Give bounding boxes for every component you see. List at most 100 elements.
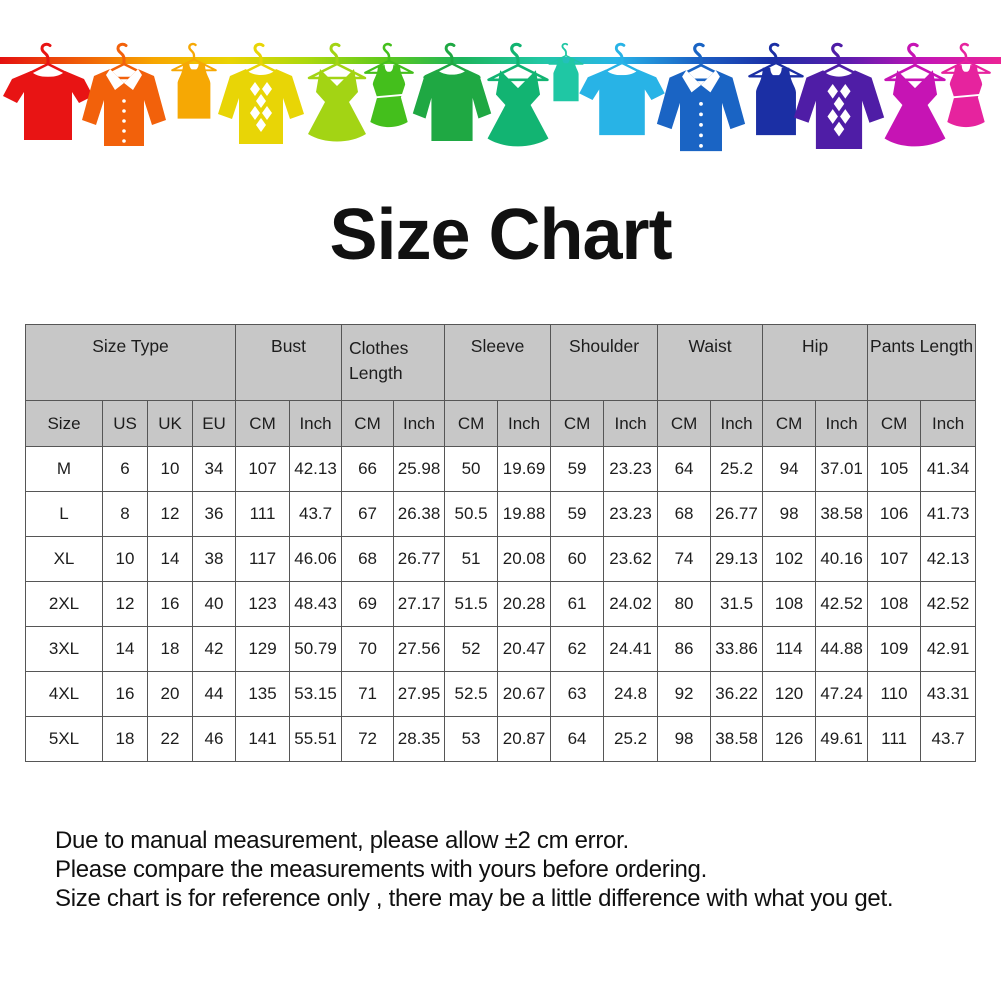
table-cell: 24.02: [603, 581, 659, 627]
column-header-inch: Inch: [289, 400, 343, 447]
column-group-pants-length: Pants Length: [867, 324, 977, 401]
column-header-cm: CM: [867, 400, 922, 447]
table-cell: 68: [341, 536, 395, 582]
table-cell: 55.51: [289, 716, 343, 762]
table-cell: 41.73: [920, 491, 977, 537]
table-cell: 27.56: [393, 626, 446, 672]
table-cell: 44: [191, 671, 237, 717]
table-cell: 41.34: [920, 446, 977, 492]
table-cell: 20.67: [497, 671, 552, 717]
table-cell: 10: [147, 446, 193, 492]
table-cell: 42.52: [920, 581, 977, 627]
table-cell: 43.31: [920, 671, 977, 717]
table-cell: 74: [657, 536, 712, 582]
column-header-cm: CM: [235, 400, 291, 447]
table-cell: XL: [25, 536, 103, 582]
table-cell: 43.7: [920, 716, 977, 762]
table-cell: 129: [235, 626, 291, 672]
column-header-cm: CM: [444, 400, 499, 447]
table-cell: 72: [341, 716, 395, 762]
table-cell: 114: [762, 626, 817, 672]
table-cell: 42.91: [920, 626, 977, 672]
table-cell: 23.62: [603, 536, 659, 582]
table-cell: 107: [867, 536, 922, 582]
table-cell: 52.5: [444, 671, 499, 717]
table-cell: 48.43: [289, 581, 343, 627]
size-chart-table: Size Type Bust Clothes Length Sleeve Shoulde…: [24, 324, 977, 762]
table-body: M 6 10 34 107 42.13 66 25.98 50 19.69 59 23.23 64 25.…: [25, 446, 977, 762]
table-cell: 98: [657, 716, 712, 762]
table-cell: 71: [341, 671, 395, 717]
table-cell: 33.86: [710, 626, 764, 672]
table-cell: 36: [191, 491, 237, 537]
table-cell: 22: [147, 716, 193, 762]
table-cell: 42: [191, 626, 237, 672]
table-cell: 141: [235, 716, 291, 762]
column-header-size: Size: [25, 400, 103, 447]
table-cell: 42.13: [920, 536, 977, 582]
table-cell: 120: [762, 671, 817, 717]
table-row: 5XL 18 22 46 141 55.51 72 28.35 53 20.87 64 25.2 98 3…: [25, 716, 977, 762]
table-cell: 36.22: [710, 671, 764, 717]
note-line: Please compare the measurements with you…: [55, 856, 707, 883]
table-cell: 37.01: [815, 446, 869, 492]
table-cell: 51: [444, 536, 499, 582]
column-header-inch: Inch: [393, 400, 446, 447]
table-cell: 86: [657, 626, 712, 672]
clothes-banner: [0, 42, 1001, 152]
table-cell: L: [25, 491, 103, 537]
column-group-clothes-length: Clothes Length: [341, 324, 446, 401]
table-cell: 20.28: [497, 581, 552, 627]
table-row: 3XL 14 18 42 129 50.79 70 27.56 52 20.47 62 24.41 86…: [25, 626, 977, 672]
table-cell: 106: [867, 491, 922, 537]
table-cell: 40.16: [815, 536, 869, 582]
table-cell: 59: [550, 446, 605, 492]
table-cell: 24.8: [603, 671, 659, 717]
tankdress-icon: [941, 42, 991, 128]
table-cell: 64: [657, 446, 712, 492]
argyle-icon: [793, 42, 885, 150]
table-cell: 102: [762, 536, 817, 582]
table-cell: 42.52: [815, 581, 869, 627]
tankdress-icon: [364, 42, 414, 128]
table-cell: 123: [235, 581, 291, 627]
column-header-inch: Inch: [710, 400, 764, 447]
table-cell: 68: [657, 491, 712, 537]
table-cell: 10: [102, 536, 148, 582]
group-header-row: Size Type Bust Clothes Length Sleeve Shoulde…: [24, 324, 977, 401]
column-group-waist: Waist: [657, 324, 764, 401]
note-line: Due to manual measurement, please allow …: [55, 827, 629, 854]
table-cell: 62: [550, 626, 605, 672]
table-header: Size Type Bust Clothes Length Sleeve Shoulde…: [24, 324, 977, 447]
table-cell: 27.95: [393, 671, 446, 717]
table-cell: 24.41: [603, 626, 659, 672]
tshirt-icon: [3, 42, 93, 140]
table-cell: 2XL: [25, 581, 103, 627]
table-cell: 5XL: [25, 716, 103, 762]
table-cell: 40: [191, 581, 237, 627]
table-cell: 94: [762, 446, 817, 492]
table-cell: 107: [235, 446, 291, 492]
tank-icon: [548, 42, 584, 102]
table-cell: 70: [341, 626, 395, 672]
table-cell: 63: [550, 671, 605, 717]
table-cell: 69: [341, 581, 395, 627]
table-cell: 18: [147, 626, 193, 672]
table-cell: 19.88: [497, 491, 552, 537]
table-cell: 29.13: [710, 536, 764, 582]
table-cell: 111: [235, 491, 291, 537]
table-cell: 12: [102, 581, 148, 627]
table-cell: 20: [147, 671, 193, 717]
measurement-notes: Due to manual measurement, please allow …: [55, 826, 1001, 913]
table-cell: 53: [444, 716, 499, 762]
table-cell: 53.15: [289, 671, 343, 717]
table-cell: 16: [102, 671, 148, 717]
table-cell: 44.88: [815, 626, 869, 672]
table-cell: 98: [762, 491, 817, 537]
shirt-icon: [82, 42, 166, 146]
table-cell: 67: [341, 491, 395, 537]
table-cell: 46: [191, 716, 237, 762]
longsleeve-icon: [412, 42, 492, 141]
table-cell: 108: [867, 581, 922, 627]
